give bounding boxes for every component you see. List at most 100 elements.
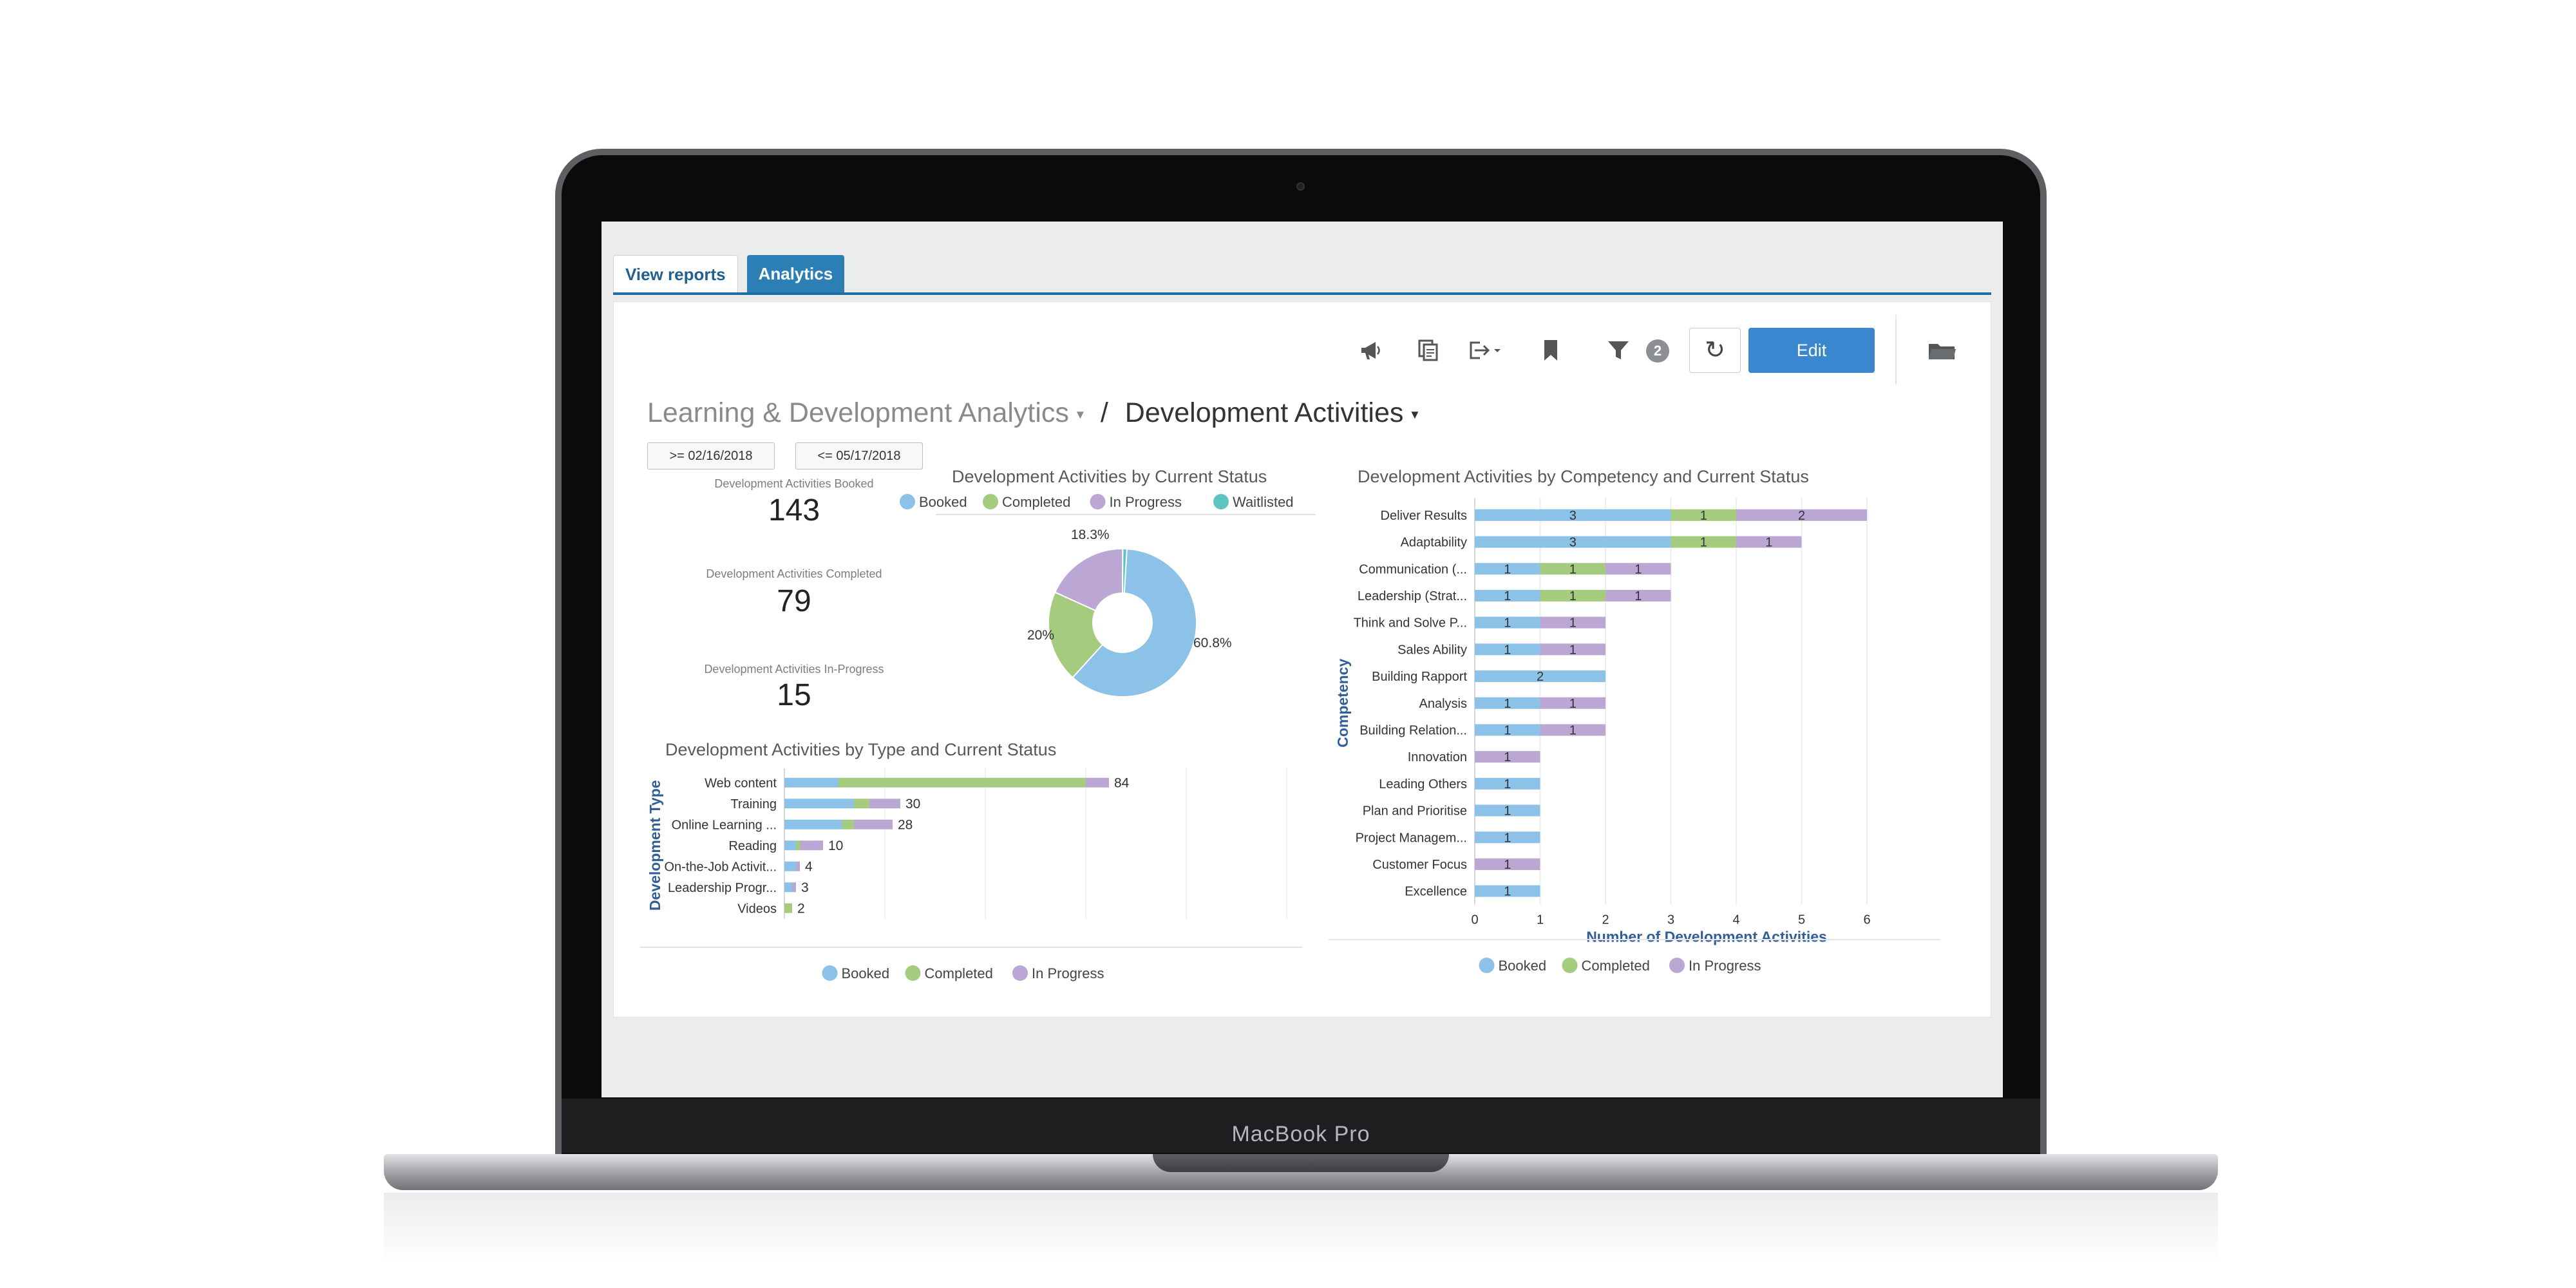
bar-value-in-progress-customer-focus: 1 [1504, 858, 1511, 872]
category-label-training: Training [730, 797, 777, 811]
category-label-leading-others: Leading Others [1379, 777, 1467, 791]
legend-swatch-completed [983, 494, 998, 509]
category-label-think-and-solve-p: Think and Solve P... [1354, 616, 1467, 630]
bar-value-booked-leadership-strat: 1 [1504, 589, 1511, 603]
legend-swatch-in-progress [1012, 965, 1028, 981]
category-label-building-rapport: Building Rapport [1372, 670, 1467, 684]
bar-booked-deliver-results [1475, 509, 1671, 521]
bar-total-web-content: 84 [1114, 775, 1130, 790]
bar-in-progress-think-and-solve-p [1540, 616, 1605, 629]
filter-icon[interactable] [1605, 337, 1631, 363]
filter-chip-start-date[interactable]: >= 02/16/2018 [647, 442, 775, 469]
tab-analytics[interactable]: Analytics [746, 255, 845, 292]
camera-icon [1296, 182, 1305, 191]
copy-icon[interactable] [1416, 337, 1441, 363]
y-axis-title: Competency [1334, 659, 1351, 748]
bar-in-progress-innovation [1475, 751, 1540, 763]
bar-completed-online-learning [842, 819, 854, 829]
breadcrumb-parent-caret-icon[interactable]: ▾ [1076, 406, 1084, 422]
breadcrumb: Learning & Development Analytics ▾ / Dev… [647, 397, 1418, 429]
category-label-project-managem: Project Managem... [1356, 831, 1467, 845]
bar-booked-reading [784, 840, 796, 851]
competency-chart-title: Development Activities by Competency and… [1358, 467, 1809, 486]
bar-value-booked-excellence: 1 [1504, 885, 1511, 899]
bar-value-in-progress-think-and-solve-p: 1 [1569, 616, 1577, 630]
bar-booked-leadership-strat [1475, 589, 1540, 601]
bar-total-reading: 10 [828, 838, 843, 853]
bar-value-completed-deliver-results: 1 [1700, 509, 1707, 523]
refresh-button[interactable]: ↻ [1689, 328, 1741, 373]
legend-label-waitlisted: Waitlisted [1233, 494, 1294, 510]
bar-value-booked-deliver-results: 3 [1569, 509, 1577, 523]
kpi-completed-label: Development Activities Completed [706, 567, 882, 580]
kpi-in-progress-value: 15 [777, 678, 811, 712]
x-tick-3: 3 [1667, 913, 1674, 927]
bar-booked-project-managem [1475, 831, 1540, 844]
donut-label-in-progress: 18.3% [1071, 527, 1110, 542]
bar-value-booked-plan-and-prioritise: 1 [1504, 804, 1511, 819]
donut-label-booked: 60.8% [1193, 636, 1232, 650]
category-label-innovation: Innovation [1408, 750, 1467, 764]
bar-booked-analysis [1475, 697, 1540, 709]
toolbar-divider [1895, 315, 1897, 384]
category-label-excellence: Excellence [1405, 885, 1467, 899]
bar-total-online-learning: 28 [898, 817, 913, 832]
bar-total-leadership-progr: 3 [801, 880, 809, 895]
category-label-customer-focus: Customer Focus [1372, 858, 1467, 872]
category-label-videos: Videos [737, 902, 777, 916]
kpi-completed-value: 79 [777, 584, 811, 618]
bar-total-videos: 2 [797, 901, 805, 916]
bar-booked-plan-and-prioritise [1475, 804, 1540, 817]
breadcrumb-parent[interactable]: Learning & Development Analytics [647, 397, 1069, 428]
category-label-plan-and-prioritise: Plan and Prioritise [1363, 804, 1467, 819]
category-label-leadership-progr: Leadership Progr... [668, 881, 777, 895]
competency-bar-chart: Competency Deliver Results 3 1 2 Adaptability… [1329, 498, 1940, 974]
x-tick-2: 2 [1602, 913, 1609, 927]
filter-chip-end-date[interactable]: <= 05/17/2018 [795, 442, 923, 469]
category-label-web-content: Web content [705, 776, 777, 790]
category-label-reading: Reading [728, 839, 777, 853]
x-tick-6: 6 [1863, 913, 1870, 927]
legend-swatch-booked [822, 965, 838, 981]
bar-in-progress-online-learning [854, 819, 893, 829]
breadcrumb-current-caret-icon[interactable]: ▾ [1411, 406, 1419, 422]
bar-booked-leading-others [1475, 777, 1540, 790]
category-label-building-relation: Building Relation... [1359, 723, 1467, 737]
laptop-reflection [384, 1193, 2218, 1264]
bar-completed-reading [796, 840, 800, 851]
bookmark-icon[interactable] [1538, 337, 1564, 363]
bar-booked-building-rapport [1475, 670, 1605, 683]
bar-in-progress-leadership-progr [792, 882, 796, 893]
category-label-on-the-job-activit: On-the-Job Activit... [664, 860, 777, 874]
megaphone-icon[interactable] [1358, 337, 1383, 363]
x-tick-5: 5 [1798, 913, 1805, 927]
bar-completed-training [854, 799, 869, 809]
tab-view-reports[interactable]: View reports [613, 255, 738, 292]
legend-swatch-booked [900, 494, 915, 509]
bar-booked-training [784, 799, 854, 809]
legend-label-in-progress: In Progress [1689, 958, 1761, 974]
bar-value-in-progress-sales-ability: 1 [1569, 643, 1577, 657]
dashboard-panel: 2 ↻ Edit Learning & Development Analytic… [613, 301, 1991, 1018]
x-tick-1: 1 [1537, 913, 1544, 927]
bar-value-booked-adaptability: 3 [1569, 536, 1577, 550]
category-label-deliver-results: Deliver Results [1381, 509, 1467, 523]
donut-slice-in-progress [1054, 548, 1124, 612]
donut-slice-completed [1048, 591, 1104, 679]
bar-completed-adaptability [1671, 536, 1736, 548]
breadcrumb-current[interactable]: Development Activities [1124, 397, 1404, 428]
bar-booked-on-the-job-activit [784, 861, 796, 871]
legend-label-in-progress: In Progress [1110, 494, 1182, 510]
bar-value-in-progress-communication: 1 [1634, 562, 1642, 576]
bar-value-booked-sales-ability: 1 [1504, 643, 1511, 657]
bar-value-in-progress-innovation: 1 [1504, 750, 1511, 764]
tab-underline [613, 292, 1991, 295]
folder-icon[interactable] [1926, 337, 1958, 363]
edit-button[interactable]: Edit [1748, 328, 1875, 373]
legend-label-in-progress: In Progress [1032, 965, 1104, 981]
bar-value-booked-building-relation: 1 [1504, 723, 1511, 737]
type-bar-chart: Development Type Web content 84 Training 30 O… [639, 768, 1303, 981]
type-chart-title: Development Activities by Type and Curre… [665, 740, 1057, 759]
export-icon[interactable] [1467, 337, 1506, 363]
kpi-in-progress-label: Development Activities In-Progress [704, 663, 884, 676]
